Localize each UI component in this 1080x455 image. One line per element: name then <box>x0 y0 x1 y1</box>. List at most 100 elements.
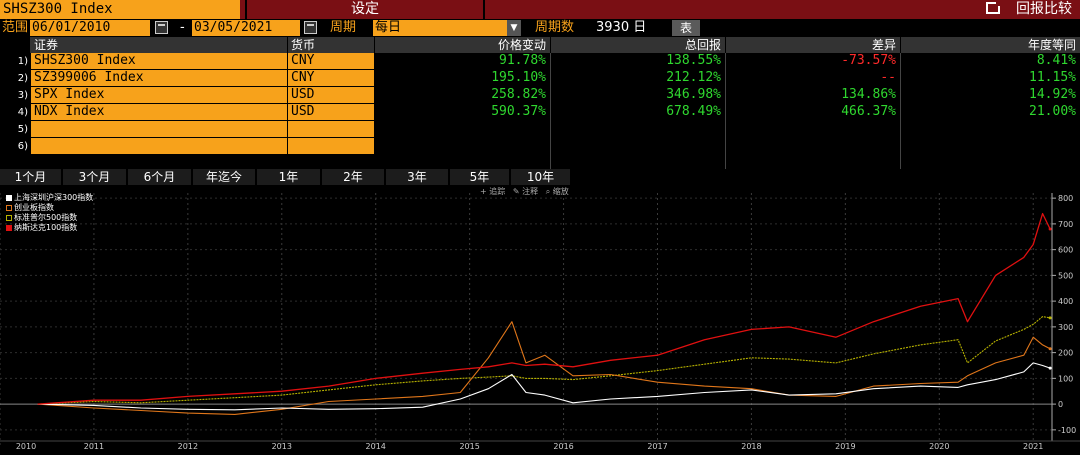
table-button[interactable]: 表 <box>672 20 700 36</box>
legend-item[interactable]: 标准普尔500指数 <box>6 213 93 223</box>
period-select[interactable]: 每日 <box>373 20 507 36</box>
period-button[interactable]: 3个月 <box>63 169 127 185</box>
annualized-cell <box>901 121 1080 137</box>
security-cell[interactable] <box>31 138 287 154</box>
start-date-field[interactable]: 06/01/2010 <box>30 20 150 36</box>
currency-cell[interactable]: USD <box>288 87 374 103</box>
total-return-cell: 346.98% <box>666 87 721 102</box>
period-count-value: 3930 日 <box>596 20 647 35</box>
y-tick-label: 200 <box>1058 349 1073 358</box>
currency-cell[interactable]: USD <box>288 104 374 120</box>
price-change-cell: 91.78% <box>499 53 546 68</box>
period-button[interactable]: 6个月 <box>128 169 192 185</box>
currency-cell[interactable]: CNY <box>288 70 374 86</box>
row-number: 5) <box>17 124 28 135</box>
difference-cell: -73.57% <box>841 53 896 68</box>
pencil-icon[interactable]: ✎ <box>507 187 523 196</box>
tool-track[interactable]: 追踪 <box>489 187 506 196</box>
y-tick-label: 0 <box>1058 400 1063 409</box>
x-tick-label: 2019 <box>835 442 855 451</box>
y-tick-label: 600 <box>1058 246 1073 255</box>
legend-item[interactable]: 上海深圳沪深300指数 <box>6 193 93 203</box>
y-tick-label: 100 <box>1058 374 1073 383</box>
series-end-point <box>1048 316 1052 320</box>
calendar-icon[interactable] <box>304 21 317 34</box>
period-label: 周期 <box>330 20 357 35</box>
currency-cell[interactable] <box>288 138 374 154</box>
total-return-cell <box>551 138 725 154</box>
period-button[interactable]: 2年 <box>322 169 385 185</box>
end-date-field[interactable]: 03/05/2021 <box>192 20 300 36</box>
legend-label: 创业板指数 <box>14 203 54 212</box>
return-compare-label: 回报比较 <box>1016 1 1072 17</box>
setup-tab[interactable]: 设定 <box>245 0 485 19</box>
security-cell[interactable]: SZ399006 Index <box>31 70 287 86</box>
security-cell[interactable]: SPX Index <box>31 87 287 103</box>
security-cell[interactable] <box>31 121 287 137</box>
col-annualized: 年度等同 <box>901 37 1080 53</box>
period-button[interactable]: 5年 <box>450 169 510 185</box>
security-cell[interactable]: SHSZ300 Index <box>31 53 287 69</box>
annualized-cell: 8.41% <box>1036 53 1076 68</box>
x-tick-label: 2011 <box>84 442 104 451</box>
annualized-cell: 11.15% <box>1029 70 1076 85</box>
period-button[interactable]: 3年 <box>386 169 449 185</box>
col-total-return: 总回报 <box>551 37 725 53</box>
magnifier-icon[interactable]: ⌕ <box>540 187 553 196</box>
export-icon[interactable] <box>986 0 1003 14</box>
x-tick-label: 2013 <box>272 442 292 451</box>
crosshair-icon[interactable]: + <box>480 187 490 196</box>
difference-cell: 134.86% <box>841 87 896 102</box>
y-tick-label: 500 <box>1058 271 1073 280</box>
legend-item[interactable]: 纳斯达克100指数 <box>6 223 93 233</box>
chart-background <box>0 185 1080 455</box>
column-divider <box>550 53 551 169</box>
security-cell[interactable]: NDX Index <box>31 104 287 120</box>
series-line-0 <box>37 362 1051 411</box>
y-tick-label: 800 <box>1058 194 1073 203</box>
legend-swatch <box>6 205 12 211</box>
series-line-3 <box>37 212 1051 405</box>
x-tick-label: 2017 <box>647 442 667 451</box>
legend-item[interactable]: 创业板指数 <box>6 203 93 213</box>
price-change-cell: 195.10% <box>491 70 546 85</box>
x-tick-label: 2015 <box>459 442 479 451</box>
y-tick-label: -100 <box>1058 426 1076 435</box>
chart-toolbar: + 追踪 ✎ 注释 ⌕ 缩放 <box>480 186 569 197</box>
ticker-field[interactable]: SHSZ300 Index <box>0 0 240 19</box>
calendar-icon[interactable] <box>155 21 168 34</box>
series-end-point <box>1048 347 1052 351</box>
legend-label: 纳斯达克100指数 <box>14 223 78 232</box>
difference-cell <box>726 138 900 154</box>
x-tick-label: 2018 <box>741 442 761 451</box>
difference-cell <box>726 121 900 137</box>
period-button[interactable]: 1个月 <box>0 169 62 185</box>
col-price-change: 价格变动 <box>375 37 550 53</box>
column-divider <box>900 53 901 169</box>
x-tick-label: 2016 <box>553 442 573 451</box>
col-security: 证券 <box>30 37 287 53</box>
row-number: 4) <box>17 107 28 118</box>
return-compare-button[interactable]: 回报比较 <box>986 0 1072 19</box>
currency-cell[interactable] <box>288 121 374 137</box>
series-line-1 <box>37 321 1051 415</box>
price-change-cell <box>375 138 550 154</box>
period-button[interactable]: 1年 <box>257 169 321 185</box>
range-row: 范围 06/01/2010 - 03/05/2021 周期 每日 ▼ 周期数 3… <box>0 19 1080 37</box>
return-chart[interactable]: 2010 2011 2012 2013 2014 2015 2016 2017 2018 2019… <box>0 185 1080 455</box>
range-separator: - <box>180 20 185 35</box>
chevron-down-icon[interactable]: ▼ <box>507 20 521 36</box>
tool-annotate[interactable]: 注释 <box>522 187 539 196</box>
y-tick-label: 300 <box>1058 323 1073 332</box>
tool-zoom[interactable]: 缩放 <box>552 187 569 196</box>
x-tick-label: 2020 <box>929 442 949 451</box>
x-tick-label: 2021 <box>1023 442 1043 451</box>
x-tick-label: 2012 <box>178 442 198 451</box>
currency-cell[interactable]: CNY <box>288 53 374 69</box>
difference-cell: -- <box>880 70 896 85</box>
chart-legend: 上海深圳沪深300指数 创业板指数 标准普尔500指数 纳斯达克100指数 <box>6 193 93 233</box>
period-count-label: 周期数 <box>535 20 575 35</box>
period-button[interactable]: 10年 <box>511 169 571 185</box>
period-button[interactable]: 年迄今 <box>193 169 256 185</box>
range-label: 范围 <box>2 20 29 35</box>
